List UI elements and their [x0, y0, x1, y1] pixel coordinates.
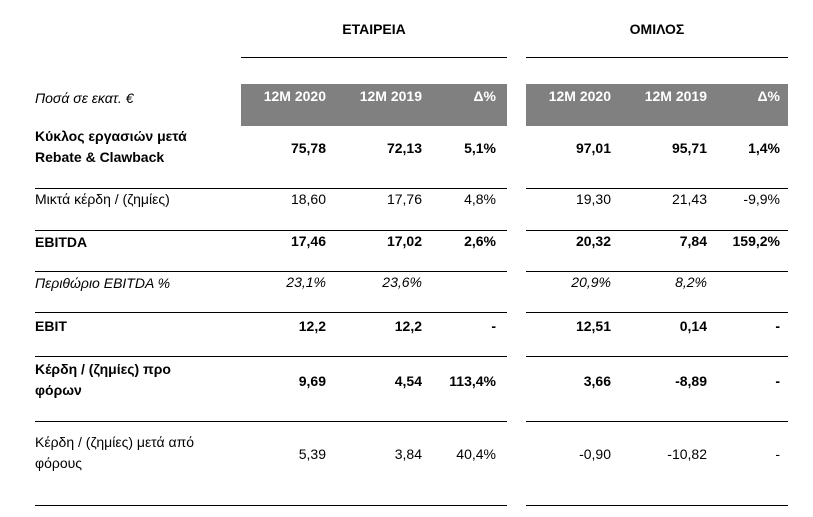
group-col-2020: 12M 2020 — [548, 88, 611, 104]
group-row-rule — [526, 421, 788, 422]
group-col-2019: 12M 2019 — [644, 88, 707, 104]
company-2020-cell: 75,78 — [290, 140, 326, 156]
company-delta-cell: - — [491, 318, 496, 334]
company-2020-cell: 12,2 — [298, 318, 326, 334]
group-delta-cell: - — [775, 318, 780, 334]
label-row-rule — [35, 188, 243, 189]
group-delta-cell: 1,4% — [748, 140, 780, 156]
row-label: EBIT — [35, 318, 67, 334]
company-row-rule — [241, 505, 507, 506]
label-row-rule — [35, 271, 243, 272]
company-col-delta: Δ% — [473, 88, 496, 104]
company-2020-cell: 5,39 — [298, 446, 326, 462]
company-header-band — [241, 84, 507, 126]
group-row-rule — [526, 356, 788, 357]
group-delta-cell: 159,2% — [732, 233, 780, 249]
company-top-rule — [241, 57, 507, 58]
company-delta-cell: 2,6% — [464, 233, 496, 249]
row-label: Κέρδη / (ζημίες) προ φόρων — [35, 361, 171, 398]
company-2019-cell: 72,13 — [386, 140, 422, 156]
group-2019-cell: -10,82 — [667, 446, 707, 462]
company-2020-cell: 23,1% — [286, 274, 326, 290]
group-2019-cell: 8,2% — [675, 274, 707, 290]
label-row-rule — [35, 230, 243, 231]
group-2020-cell: 97,01 — [575, 140, 611, 156]
group-row-rule — [526, 505, 788, 506]
group-2020-cell: 12,51 — [575, 318, 611, 334]
group-top-rule — [526, 57, 788, 58]
group-2019-cell: 0,14 — [679, 318, 707, 334]
label-row-rule — [35, 312, 243, 313]
company-row-rule — [241, 356, 507, 357]
row-label: EBITDA — [35, 234, 88, 250]
company-row-rule — [241, 312, 507, 313]
company-2019-cell: 17,02 — [386, 233, 422, 249]
company-delta-cell: 113,4% — [449, 373, 496, 389]
group-delta-cell: - — [775, 446, 780, 462]
company-2019-cell: 12,2 — [394, 318, 422, 334]
company-col-2020: 12M 2020 — [263, 88, 326, 104]
company-2019-cell: 3,84 — [394, 446, 422, 462]
company-2020-cell: 18,60 — [290, 191, 326, 207]
company-row-rule — [241, 421, 507, 422]
group-row-rule — [526, 312, 788, 313]
group-row-rule — [526, 230, 788, 231]
company-row-rule — [241, 271, 507, 272]
row-label: Περιθώριο EBITDA % — [35, 275, 171, 291]
group-header-band — [526, 84, 788, 126]
company-delta-cell: 4,8% — [464, 191, 496, 207]
company-2019-cell: 17,76 — [386, 191, 422, 207]
label-row-rule — [35, 356, 243, 357]
group-2020-cell: 20,32 — [575, 233, 611, 249]
group-2019-cell: -8,89 — [675, 373, 707, 389]
group-2020-cell: 3,66 — [583, 373, 611, 389]
company-delta-cell: 40,4% — [456, 446, 496, 462]
row-label: Μικτά κέρδη / (ζημίες) — [35, 191, 170, 207]
group-col-delta: Δ% — [757, 88, 780, 104]
group-2020-cell: -0,90 — [579, 446, 611, 462]
company-col-2019: 12M 2019 — [359, 88, 422, 104]
company-2020-cell: 9,69 — [298, 373, 326, 389]
row-label: Κέρδη / (ζημίες) μετά από φόρους — [35, 434, 195, 471]
group-2019-cell: 21,43 — [671, 191, 707, 207]
company-row-rule — [241, 230, 507, 231]
company-group-title: ΕΤΑΙΡΕΙΑ — [342, 21, 406, 37]
group-delta-cell: -9,9% — [743, 191, 780, 207]
label-row-rule — [35, 505, 243, 506]
company-delta-cell: 5,1% — [464, 140, 496, 156]
company-2019-cell: 23,6% — [382, 274, 422, 290]
group-2019-cell: 7,84 — [679, 233, 707, 249]
company-row-rule — [241, 188, 507, 189]
group-2020-cell: 19,30 — [575, 191, 611, 207]
row-label: Κύκλος εργασιών μετά Rebate & Clawback — [35, 128, 187, 165]
group-2019-cell: 95,71 — [671, 140, 707, 156]
company-2020-cell: 17,46 — [290, 233, 326, 249]
group-row-rule — [526, 271, 788, 272]
units-label: Ποσά σε εκατ. € — [35, 90, 134, 106]
label-row-rule — [35, 421, 243, 422]
group-2020-cell: 20,9% — [571, 274, 611, 290]
company-2019-cell: 4,54 — [394, 373, 422, 389]
group-delta-cell: - — [775, 373, 780, 389]
group-row-rule — [526, 188, 788, 189]
group-group-title: ΟΜΙΛΟΣ — [629, 21, 685, 37]
